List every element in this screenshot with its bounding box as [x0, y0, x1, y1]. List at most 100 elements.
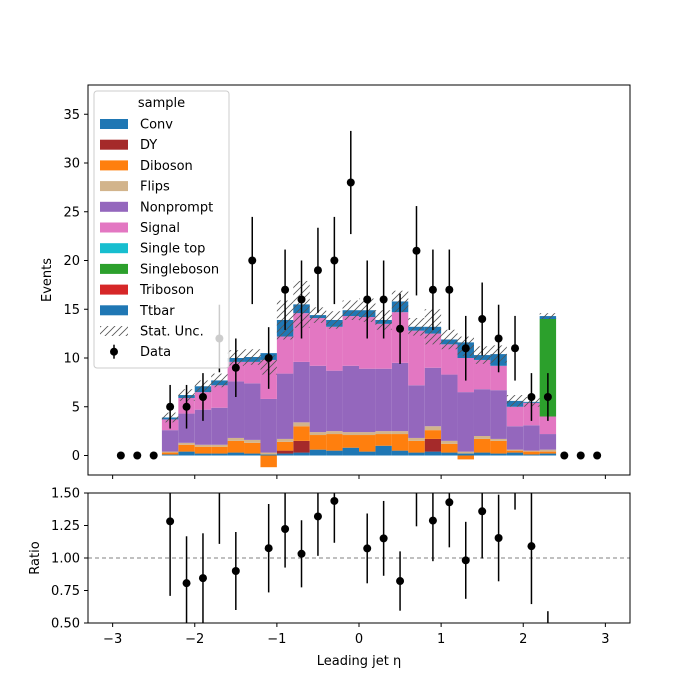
bar-conv [523, 454, 540, 456]
legend-label-diboson: Diboson [140, 159, 193, 174]
bar-diboson [309, 435, 327, 450]
data-point [593, 451, 602, 460]
ratio-point [215, 481, 223, 489]
bar-diboson [539, 451, 557, 454]
legend-swatch-signal [100, 222, 128, 233]
bar-flips [211, 444, 228, 447]
bar-signal [309, 318, 327, 366]
bar-conv [178, 451, 195, 456]
legend-label-triboson: Triboson [139, 283, 194, 298]
bar-diboson [244, 442, 261, 454]
data-point [428, 285, 437, 294]
legend-label-conv: Conv [140, 118, 173, 133]
bar-conv [211, 453, 228, 456]
stat-uncertainty-band [161, 280, 557, 423]
main-y-tick-label: 5 [72, 400, 80, 415]
bar-nonprompt [161, 430, 179, 452]
stat-unc-band [309, 307, 327, 323]
ratio-y-tick-label: 1.50 [51, 487, 80, 502]
main-y-tick-label: 25 [63, 205, 80, 220]
bar-signal [441, 344, 458, 375]
bar-nonprompt [244, 383, 261, 440]
bar-nonprompt [293, 361, 310, 423]
bar-flips [441, 440, 458, 444]
ratio-point [264, 544, 273, 553]
data-points [116, 130, 602, 460]
data-point [478, 315, 487, 323]
bar-nonprompt [539, 434, 557, 450]
bar-flips [539, 449, 557, 452]
ratio-point [313, 512, 322, 521]
bar-signal [276, 336, 294, 374]
legend-label-data: Data [140, 345, 171, 360]
ratio-point [396, 577, 405, 586]
main-x-ticks [112, 475, 606, 479]
bar-diboson [359, 435, 376, 452]
ratio-y-ticks: 0.50 0.75 1.00 1.25 1.50 [51, 487, 88, 632]
bar-diboson [227, 440, 245, 453]
data-point [412, 246, 421, 255]
ratio-point [281, 525, 290, 534]
data-point [527, 393, 536, 401]
bar-flips [375, 431, 392, 435]
ratio-point [198, 574, 207, 583]
ratio-y-tick-label: 1.25 [51, 519, 80, 534]
bar-nonprompt [391, 362, 409, 432]
data-point [198, 393, 207, 401]
legend-title: sample [138, 96, 185, 111]
bar-diboson [523, 451, 540, 455]
ratio-x-tick-label: 2 [519, 632, 527, 647]
data-point [297, 295, 306, 304]
main-y-tick-label: 10 [63, 352, 80, 367]
bar-flips [391, 431, 409, 435]
ratio-point [297, 549, 306, 558]
ratio-x-ticks: −3 −2 −1 0 1 2 3 [103, 623, 610, 647]
ratio-point [363, 544, 372, 553]
bar-nonprompt [326, 370, 343, 432]
bar-diboson [408, 440, 425, 453]
ratio-x-tick-label: 1 [437, 632, 445, 647]
bar-conv [293, 452, 310, 456]
bar-flips [178, 442, 195, 445]
bar-flips [309, 432, 327, 436]
main-y-ticks: 0 5 10 15 20 25 30 35 [63, 108, 88, 464]
ratio-point [445, 498, 454, 507]
bar-flips [473, 436, 491, 439]
bar-dy [424, 438, 442, 452]
bar-nonprompt [408, 385, 425, 438]
bar-signal [539, 416, 557, 435]
main-y-tick-label: 20 [63, 254, 80, 269]
bar-conv [441, 452, 458, 456]
legend-label-signal: Signal [140, 221, 180, 236]
bar-flips [260, 452, 277, 455]
stat-unc-band [441, 329, 458, 350]
bar-conv [227, 452, 245, 456]
bar-nonprompt [342, 365, 359, 433]
bar-conv [457, 453, 474, 456]
bar-conv [408, 452, 425, 456]
bar-conv [326, 450, 343, 456]
bar-signal [211, 385, 228, 408]
ratio-point [379, 534, 388, 543]
bar-diboson [490, 440, 507, 454]
bar-diboson [260, 455, 277, 468]
bar-dy [276, 450, 294, 454]
bar-signal [490, 365, 507, 391]
stat-unc-band [211, 373, 228, 388]
bar-nonprompt [506, 426, 524, 450]
legend-swatch-single-top [100, 243, 128, 254]
ratio-x-tick-label: −2 [185, 632, 204, 647]
bar-flips [244, 439, 261, 443]
bar-conv [490, 453, 507, 456]
ratio-point [527, 542, 536, 551]
data-point [182, 402, 191, 411]
main-y-tick-label: 35 [63, 108, 80, 123]
bar-conv [375, 445, 392, 456]
legend-label-single-top: Single top [140, 242, 205, 257]
bar-signal [326, 326, 343, 371]
legend-swatch-dy [100, 139, 128, 150]
stat-unc-band [408, 318, 425, 336]
legend-label-flips: Flips [140, 180, 170, 195]
bar-diboson [375, 434, 392, 446]
